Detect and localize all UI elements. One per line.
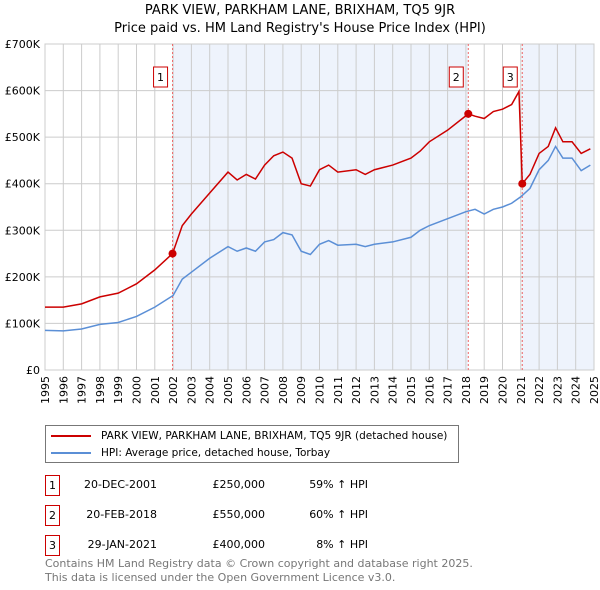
x-tick-label: 1997: [76, 376, 89, 404]
x-tick-label: 2019: [478, 376, 491, 404]
sale-hpi: 8% ↑ HPI: [316, 538, 368, 551]
sale-point: [464, 109, 473, 118]
sale-label-box: [502, 66, 518, 88]
x-tick-label: 2001: [149, 376, 162, 404]
x-tick-label: 2000: [131, 376, 144, 404]
x-tick-label: 2018: [460, 376, 473, 404]
x-tick-label: 2008: [277, 376, 290, 404]
legend-label: HPI: Average price, detached house, Torb…: [101, 447, 331, 459]
x-tick-label: 2011: [332, 376, 345, 404]
y-tick-label: £700K: [5, 38, 41, 51]
sale-point: [168, 249, 177, 258]
legend: PARK VIEW, PARKHAM LANE, BRIXHAM, TQ5 9J…: [45, 425, 459, 463]
footer-line: Contains HM Land Registry data © Crown c…: [45, 557, 473, 570]
legend-item-hpi: HPI: Average price, detached house, Torb…: [51, 445, 330, 461]
sale-date: 20-FEB-2018: [86, 508, 157, 521]
sale-number: 2: [45, 505, 60, 526]
sale-label-box: [153, 66, 169, 88]
x-tick-label: 2006: [240, 376, 253, 404]
sale-date: 20-DEC-2001: [83, 478, 157, 491]
x-tick-label: 1998: [94, 376, 107, 404]
x-tick-label: 2004: [204, 376, 217, 404]
sale-price: £550,000: [212, 508, 266, 521]
sale-label: 1: [157, 71, 164, 84]
x-tick-label: 2010: [314, 376, 327, 404]
sale-hpi: 60% ↑ HPI: [309, 508, 368, 521]
sale-price: £400,000: [212, 538, 266, 551]
sale-label-box: [448, 66, 464, 88]
x-tick-label: 2009: [295, 376, 308, 404]
y-tick-label: £300K: [5, 224, 41, 237]
title: PARK VIEW, PARKHAM LANE, BRIXHAM, TQ5 9J…: [144, 3, 456, 18]
sale-number: 1: [45, 475, 60, 496]
subtitle: Price paid vs. HM Land Registry's House …: [114, 21, 486, 36]
x-tick-label: 2015: [405, 376, 418, 404]
x-tick-label: 2014: [387, 376, 400, 404]
y-tick-label: £0: [26, 364, 40, 377]
x-tick-label: 2023: [551, 376, 564, 404]
footer: Contains HM Land Registry data © Crown c…: [45, 557, 473, 585]
x-tick-label: 2017: [442, 376, 455, 404]
y-tick-label: £200K: [5, 271, 41, 284]
legend-item-property: PARK VIEW, PARKHAM LANE, BRIXHAM, TQ5 9J…: [51, 428, 447, 444]
x-tick-label: 1995: [39, 376, 52, 404]
x-tick-label: 2024: [570, 376, 583, 404]
chart: 1995 1996 1997 1998 1999 2000 2001 2002 2003 2004…: [5, 38, 600, 404]
sale-label: 3: [507, 71, 514, 84]
sale-point: [518, 179, 527, 188]
x-tick-label: 2007: [259, 376, 272, 404]
sale-row: 2 20-FEB-2018 £550,000 60% ↑ HPI: [45, 505, 445, 526]
legend-swatch: [51, 435, 91, 437]
x-tick-label: 2020: [497, 376, 510, 404]
sale-number: 3: [45, 535, 60, 556]
sale-row: 1 20-DEC-2001 £250,000 59% ↑ HPI: [45, 475, 445, 496]
legend-label: PARK VIEW, PARKHAM LANE, BRIXHAM, TQ5 9J…: [101, 430, 448, 442]
sale-row: 3 29-JAN-2021 £400,000 8% ↑ HPI: [45, 535, 445, 556]
y-tick-label: £500K: [5, 131, 41, 144]
x-tick-label: 2016: [423, 376, 436, 404]
x-tick-label: 2003: [185, 376, 198, 404]
x-tick-label: 2002: [167, 376, 180, 404]
chart-title: PARK VIEW, PARKHAM LANE, BRIXHAM, TQ5 9J…: [0, 2, 600, 38]
sale-label: 2: [453, 71, 460, 84]
sale-hpi: 59% ↑ HPI: [309, 478, 368, 491]
y-tick-label: £100K: [5, 317, 41, 330]
x-tick-label: 2012: [350, 376, 363, 404]
x-tick-label: 2005: [222, 376, 235, 404]
sale-date: 29-JAN-2021: [87, 538, 157, 551]
footer-line: This data is licensed under the Open Gov…: [45, 571, 396, 584]
x-tick-label: 2021: [515, 376, 528, 404]
x-tick-label: 1999: [112, 376, 125, 404]
series-line: [44, 144, 591, 332]
x-tick-label: 2025: [588, 376, 600, 404]
y-tick-label: £600K: [5, 85, 41, 98]
shaded-period: [522, 44, 594, 370]
sale-price: £250,000: [212, 478, 266, 491]
x-tick-label: 2013: [368, 376, 381, 404]
x-tick-label: 2022: [533, 376, 546, 404]
y-tick-label: £400K: [5, 178, 41, 191]
shaded-period: [172, 44, 469, 370]
legend-swatch: [51, 452, 91, 454]
x-tick-label: 1996: [57, 376, 70, 404]
plot-border: [44, 43, 595, 371]
